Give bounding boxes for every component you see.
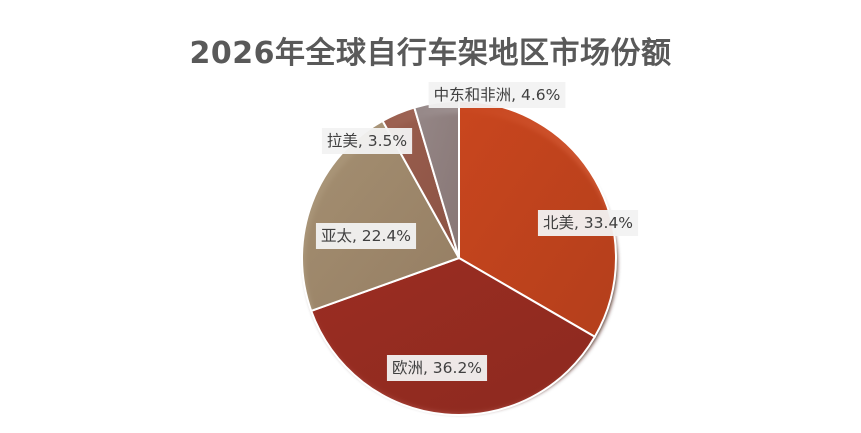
data-label-text: 北美, 33.4% bbox=[543, 214, 633, 232]
pie-slice-2 bbox=[309, 256, 597, 416]
data-label-5: 中东和非洲, 4.6% bbox=[428, 82, 566, 108]
data-label-3: 亚太, 22.4% bbox=[315, 223, 417, 249]
data-label-text: 欧洲, 36.2% bbox=[392, 359, 482, 377]
data-label-box bbox=[428, 82, 566, 108]
data-label-box bbox=[315, 223, 417, 249]
data-label-1: 北美, 33.4% bbox=[537, 210, 639, 236]
data-label-box bbox=[537, 210, 639, 236]
data-labels: 北美, 33.4% 欧洲, 36.2% 亚太, 22.4% 拉美, 3.5% 中东和非洲… bbox=[315, 82, 639, 381]
data-label-4: 拉美, 3.5% bbox=[321, 128, 413, 154]
data-label-box bbox=[386, 355, 488, 381]
data-label-text: 中东和非洲, 4.6% bbox=[434, 86, 561, 104]
chart-title: 2026年全球自行车架地区市场份额 bbox=[189, 36, 672, 71]
data-label-2: 欧洲, 36.2% bbox=[386, 355, 488, 381]
data-label-box bbox=[321, 128, 413, 154]
data-label-text: 拉美, 3.5% bbox=[327, 132, 407, 150]
data-label-text: 亚太, 22.4% bbox=[321, 227, 411, 245]
